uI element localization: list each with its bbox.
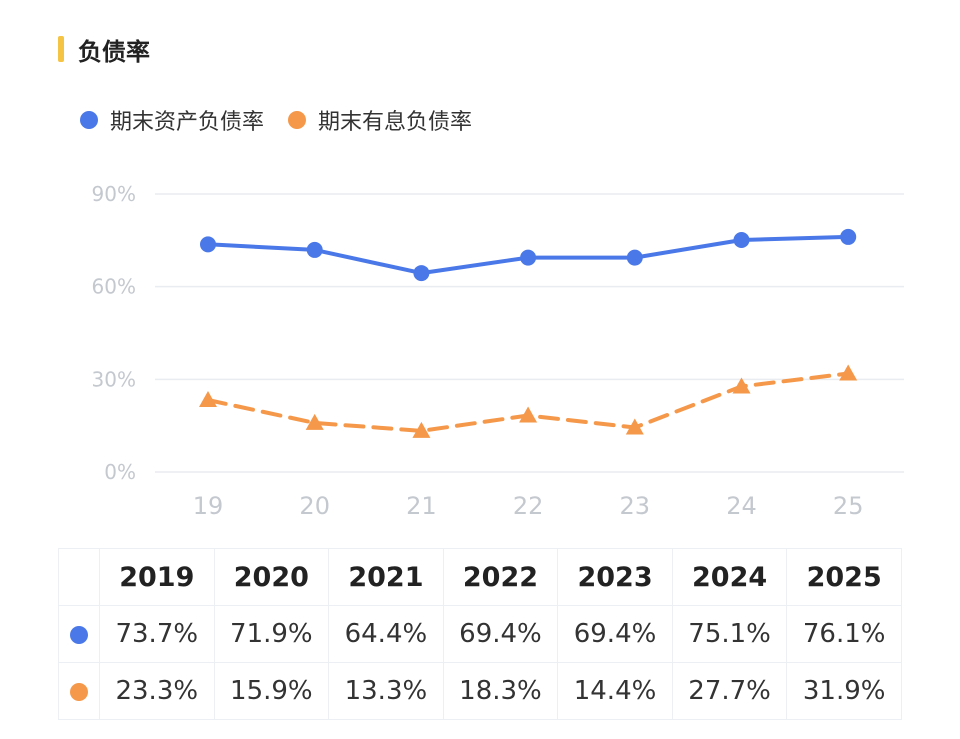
table-year-cell: 2025 [786, 548, 902, 606]
data-point-asset [520, 249, 537, 266]
table-year-cell: 2019 [99, 548, 215, 606]
table-year-cell: 2021 [328, 548, 444, 606]
table-row-asset: 73.7% 71.9% 64.4% 69.4% 69.4% 75.1% 76.1… [58, 605, 902, 663]
data-point-asset [200, 236, 216, 253]
data-point-asset [626, 249, 643, 266]
x-tick-label: 24 [726, 492, 757, 520]
data-point-asset [840, 228, 857, 245]
x-tick-label: 20 [299, 492, 330, 520]
legend-label-asset: 期末资产负债率 [110, 110, 265, 135]
table-value-cell: 27.7% [671, 662, 788, 720]
data-point-asset [306, 241, 323, 258]
data-point-asset [413, 265, 430, 282]
row-marker-debt [70, 682, 88, 701]
x-tick-label: 25 [833, 492, 864, 520]
section-header: 负债率 [58, 34, 150, 66]
chart-legend: 期末资产负债率 期末有息负债率 [80, 104, 496, 136]
table-value-cell: 13.3% [328, 662, 444, 720]
row-marker-asset [70, 625, 88, 644]
table-value-cell: 76.1% [786, 605, 902, 663]
table-value-cell: 15.9% [213, 662, 330, 720]
table-header-row: 2019 2020 2021 2022 2023 2024 2025 [58, 548, 902, 606]
table-value-cell: 14.4% [557, 662, 673, 720]
table-value-cell: 73.7% [99, 605, 215, 663]
data-table: 2019 2020 2021 2022 2023 2024 2025 73.7%… [58, 548, 902, 720]
data-point-asset [733, 232, 750, 249]
y-tick-label: 60% [92, 275, 136, 299]
table-value-cell: 69.4% [557, 605, 673, 663]
y-tick-label: 30% [92, 367, 136, 391]
legend-label-debt: 期末有息负债率 [318, 110, 473, 135]
x-tick-label: 23 [620, 492, 651, 520]
data-point-debt [199, 391, 217, 408]
line-chart: 0% 30% 60% 90% 19 20 21 22 23 24 25 [92, 182, 904, 520]
x-tick-label: 22 [513, 492, 544, 520]
legend-marker-debt [288, 111, 307, 129]
legend-marker-asset [80, 111, 98, 129]
legend-item-asset[interactable]: 期末资产负债率 [80, 104, 264, 136]
y-tick-label: 0% [104, 460, 136, 484]
table-row-debt: 23.3% 15.9% 13.3% 18.3% 14.4% 27.7% 31.9… [58, 662, 902, 720]
data-point-debt [839, 364, 858, 381]
data-point-debt [305, 413, 324, 430]
x-tick-label: 19 [193, 492, 224, 520]
data-point-debt [625, 418, 644, 435]
table-corner-cell [58, 548, 100, 606]
data-point-debt [519, 406, 538, 423]
table-value-cell: 71.9% [213, 605, 330, 663]
accent-bar [58, 36, 64, 62]
table-row-key [58, 662, 100, 720]
table-value-cell: 18.3% [442, 662, 559, 720]
section-title: 负债率 [78, 37, 150, 66]
table-value-cell: 31.9% [786, 662, 902, 720]
table-year-cell: 2024 [671, 548, 788, 606]
table-year-cell: 2022 [442, 548, 559, 606]
table-value-cell: 75.1% [671, 605, 788, 663]
data-point-debt [412, 421, 431, 438]
data-point-debt [732, 377, 751, 394]
table-value-cell: 23.3% [99, 662, 215, 720]
table-value-cell: 69.4% [442, 605, 559, 663]
x-tick-label: 21 [406, 492, 437, 520]
table-value-cell: 64.4% [328, 605, 444, 663]
table-year-cell: 2020 [213, 548, 330, 606]
y-tick-label: 90% [92, 182, 136, 206]
table-year-cell: 2023 [557, 548, 673, 606]
legend-item-debt[interactable]: 期末有息负债率 [288, 104, 472, 136]
table-row-key [58, 605, 100, 663]
